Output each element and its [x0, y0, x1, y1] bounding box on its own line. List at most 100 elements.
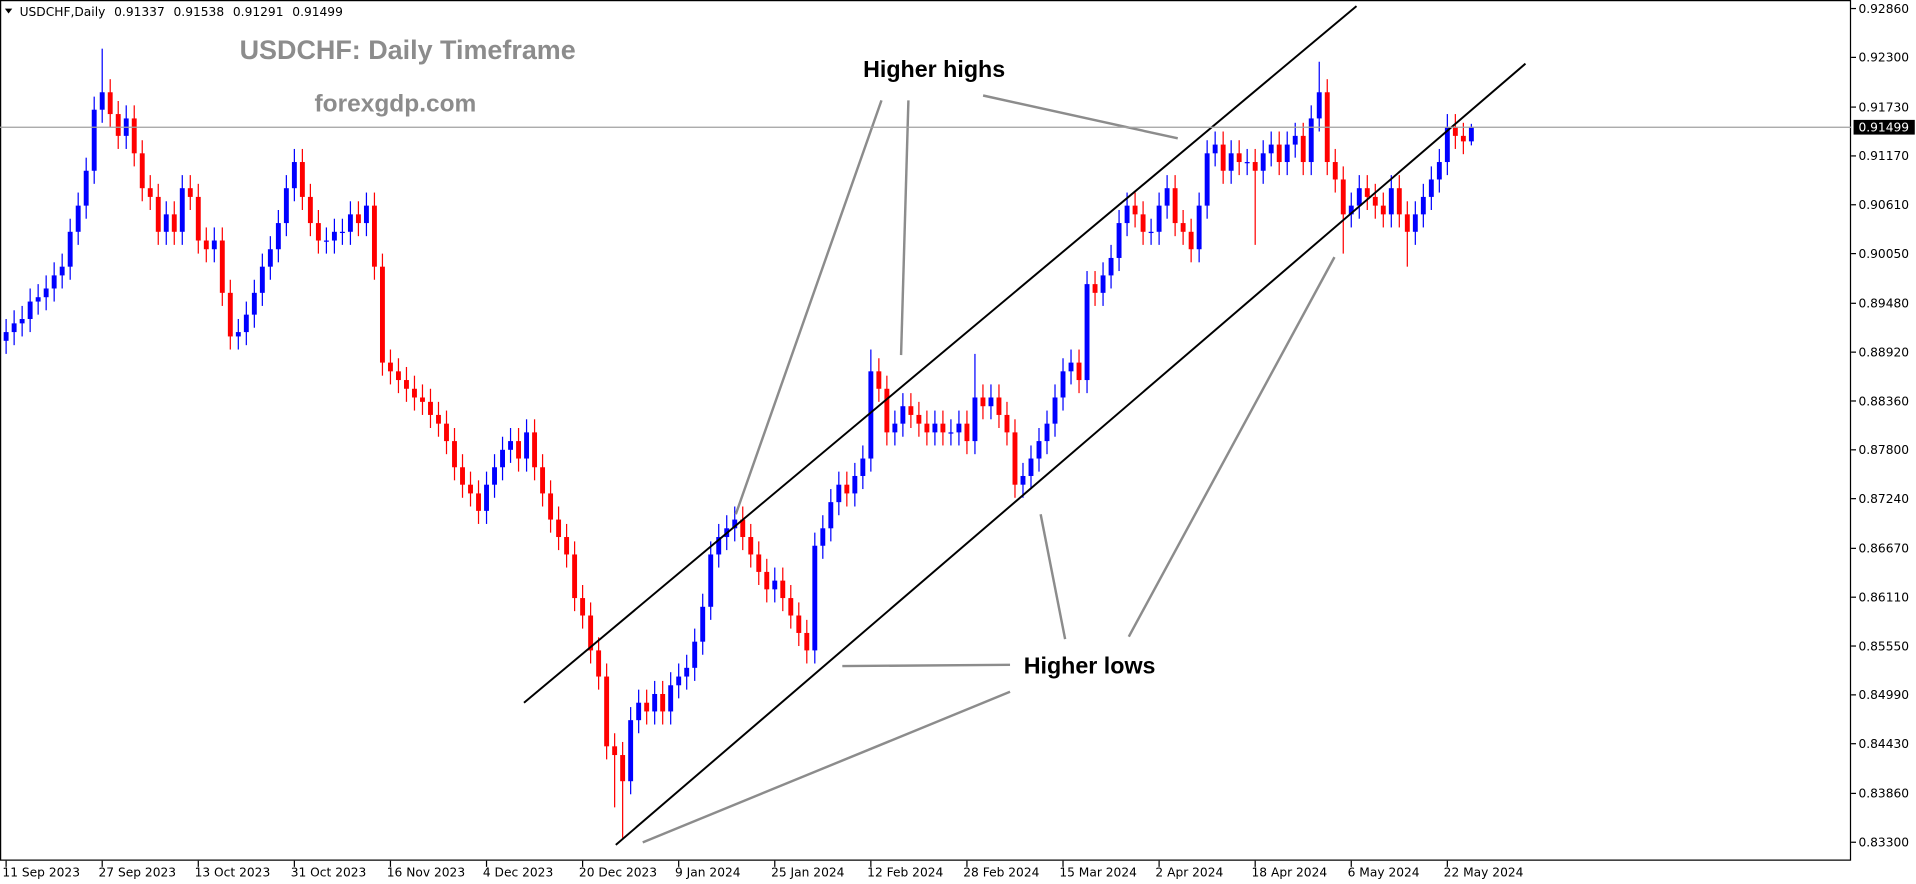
menu-triangle [4, 8, 13, 14]
candle-body [612, 746, 618, 756]
candle-body [139, 153, 145, 189]
candle-body [363, 205, 369, 224]
y-tick-label: 0.86110 [1858, 590, 1909, 604]
candle-body [347, 214, 353, 232]
candle-body [195, 196, 201, 241]
x-tick-label: 13 Oct 2023 [195, 866, 271, 880]
candle-body [171, 214, 177, 232]
chart-title: USDCHF: Daily Timeframe [240, 35, 576, 65]
y-tick-label: 0.83860 [1858, 787, 1909, 801]
candle-body [644, 702, 650, 712]
candle-body [1140, 214, 1146, 232]
candle-body [1100, 275, 1106, 293]
candle-body [860, 458, 866, 476]
candle-body [1228, 153, 1234, 171]
candle-body [1132, 205, 1138, 215]
y-tick-label: 0.92860 [1858, 2, 1909, 16]
candle-body [387, 362, 393, 372]
candle-body [1252, 162, 1258, 171]
candle-body [996, 397, 1002, 415]
candle-body [283, 188, 289, 224]
candle-body [1084, 284, 1090, 381]
x-tick-label: 11 Sep 2023 [2, 866, 80, 880]
candle-body [676, 676, 682, 686]
candle-body [379, 266, 385, 363]
header-high: 0.91538 [174, 5, 225, 19]
candle-body [1004, 414, 1010, 433]
candle-body [620, 755, 626, 782]
annotation-arrow [1127, 256, 1336, 638]
candle-body [700, 606, 706, 642]
candle-body [636, 702, 642, 721]
candle-body [323, 240, 329, 242]
candle-body [267, 249, 273, 267]
candle-body [1236, 153, 1242, 163]
chart-subtitle: forexgdp.com [315, 90, 477, 117]
candle-body [291, 162, 297, 189]
x-tick-label: 22 May 2024 [1444, 866, 1524, 880]
candle-body [764, 571, 770, 590]
candle-body [460, 467, 465, 485]
candle-body [1036, 441, 1042, 459]
candle-body [27, 301, 33, 320]
candle-body [83, 170, 89, 206]
candle-body [243, 314, 249, 333]
candle-body [476, 493, 481, 511]
candle-body [131, 118, 137, 154]
x-tick-label: 18 Apr 2024 [1252, 866, 1328, 880]
candle-body [1284, 144, 1290, 163]
candle-body [708, 554, 714, 607]
annotation-arrow [1039, 514, 1067, 640]
candle-body [211, 240, 217, 250]
candle-body [1268, 144, 1274, 154]
candle-body [876, 371, 882, 389]
candle-body [1060, 371, 1066, 398]
candle-body [91, 109, 97, 171]
candle-body [99, 92, 105, 110]
candle-body [596, 650, 602, 677]
candle-body [1124, 205, 1130, 224]
candle-body [1156, 205, 1162, 232]
plot-frame [0, 0, 1852, 861]
chart-header: USDCHF,Daily 0.91337 0.91538 0.91291 0.9… [20, 5, 343, 19]
candle-body [1148, 231, 1154, 234]
y-tick-label: 0.90050 [1858, 247, 1909, 261]
candle-body [147, 188, 153, 197]
candle-body [716, 537, 722, 555]
candle-body [796, 615, 802, 633]
candle-body [51, 275, 57, 289]
candle-body [836, 484, 842, 503]
candle-body [396, 371, 401, 381]
y-tick-label: 0.90610 [1858, 198, 1909, 212]
candle-body [1452, 127, 1458, 136]
channel-upper-line [523, 5, 1358, 704]
candle-body [972, 397, 978, 442]
annotation-arrow [982, 94, 1179, 140]
candle-body [1044, 423, 1050, 442]
candle-body [219, 240, 225, 293]
candle-body [828, 502, 834, 529]
candle-body [412, 388, 417, 398]
candle-body [163, 214, 169, 232]
candle-body [1348, 205, 1354, 215]
candle-body [1092, 284, 1098, 293]
candle-body [804, 632, 810, 651]
candle-body [115, 114, 121, 136]
candle-body [259, 266, 265, 293]
y-tick-label: 0.88920 [1858, 345, 1909, 359]
candle-body [1068, 362, 1074, 372]
candle-body [275, 223, 281, 250]
candle-body [1028, 458, 1034, 476]
candle-body [1180, 223, 1186, 232]
candle-body [1388, 188, 1394, 215]
candle-body [1116, 223, 1122, 258]
candle-body [940, 423, 946, 433]
candle-body [187, 188, 193, 197]
candle-body [1460, 135, 1466, 142]
candle-body [355, 214, 361, 224]
y-tick-label: 0.92300 [1858, 51, 1909, 65]
candle-body [203, 240, 209, 250]
candle-body [1356, 188, 1362, 206]
